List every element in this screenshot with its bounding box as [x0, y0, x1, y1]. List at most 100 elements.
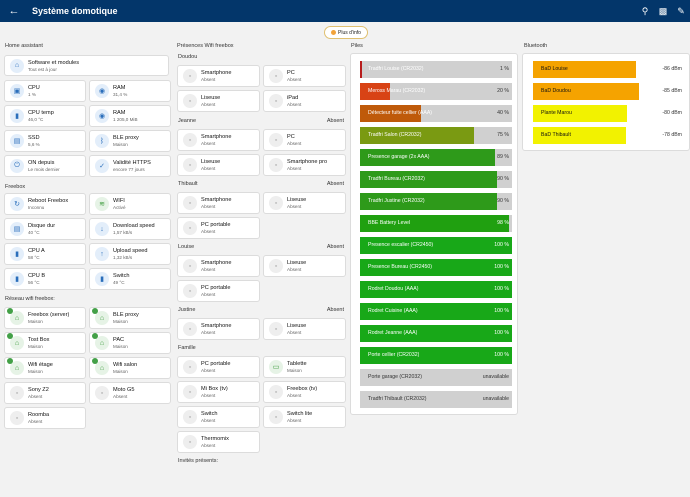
entity-tile[interactable]: ▫ Smartphone Absent	[177, 129, 260, 151]
entity-tile[interactable]: ▫ Smartphone Absent	[177, 318, 260, 340]
presence-group-title: Famille	[178, 345, 196, 351]
entity-tile[interactable]: ▫ iPad Absent	[263, 90, 346, 112]
entity-tile[interactable]: ▫ Switch lite Absent	[263, 406, 346, 428]
entity-tile[interactable]: ▤ Disque dur 40 °C	[4, 218, 86, 240]
thermometer-icon: ▮	[10, 109, 24, 123]
tile-state: 1 %	[28, 92, 36, 97]
entity-tile[interactable]: ▫ PC Absent	[263, 129, 346, 151]
battery-bar[interactable]: Presence escalier (CR2450) 100 %	[360, 237, 512, 254]
entity-tile[interactable]: ▫ Smartphone Absent	[177, 192, 260, 214]
entity-tile[interactable]: ↑ Upload speed 1,32 kB/s	[89, 243, 171, 265]
battery-bar[interactable]: Détecteur fuite cellier (AAA) 40 %	[360, 105, 512, 122]
entity-tile[interactable]: ▫ PC Absent	[263, 65, 346, 87]
entity-tile[interactable]: ▭ Tablette Maison	[263, 356, 346, 378]
entity-tile[interactable]: ◉ RAM 31,4 %	[89, 80, 171, 102]
battery-bar[interactable]: Presence Bureau (CR2450) 100 %	[360, 259, 512, 276]
tile-state: Absent	[201, 393, 216, 398]
entity-tile[interactable]: ▫ Roomba Absent	[4, 407, 86, 429]
bluetooth-signal-bar[interactable]: Plante Marou -80 dBm	[533, 105, 685, 122]
entity-tile[interactable]: ▫ Liseuse Absent	[177, 90, 260, 112]
bluetooth-signal-bar[interactable]: BaD Thibault -78 dBm	[533, 127, 685, 144]
tile-state: Absent	[201, 418, 216, 423]
back-arrow-icon[interactable]: ←	[8, 5, 20, 17]
entity-tile[interactable]: ⌂ Tost Box Maison	[4, 332, 86, 354]
entity-tile[interactable]: ▮ Switch 49 °C	[89, 268, 171, 290]
battery-bar[interactable]: Rodret Doudou (AAA) 100 %	[360, 281, 512, 298]
entity-tile[interactable]: ▫ Freebox (tv) Absent	[263, 381, 346, 403]
entity-tile[interactable]: ▫ Moto G5 Absent	[89, 382, 171, 404]
entity-tile[interactable]: ▮ CPU A 58 °C	[4, 243, 86, 265]
battery-bar[interactable]: Rodret Cuisine (AAA) 100 %	[360, 303, 512, 320]
entity-tile[interactable]: ▫ Liseuse Absent	[263, 318, 346, 340]
battery-name: Tradfri Louise (CR2032)	[368, 66, 424, 72]
more-info-button[interactable]: Plus d'info	[324, 26, 368, 39]
entity-tile[interactable]: ≋ WIFI Activé	[89, 193, 171, 215]
entity-tile[interactable]: ▫ Liseuse Absent	[263, 255, 346, 277]
edit-pencil-icon[interactable]: ✎	[677, 5, 685, 16]
battery-bar[interactable]: Tradfri Justine (CR2032) 90 %	[360, 193, 512, 210]
battery-bar[interactable]: Tradfri Salon (CR2032) 75 %	[360, 127, 512, 144]
battery-bar[interactable]: BBE Battery Level 98 %	[360, 215, 512, 232]
battery-bar[interactable]: Rodret Jeanne (AAA) 100 %	[360, 325, 512, 342]
entity-tile[interactable]: ▫ Mi Box (tv) Absent	[177, 381, 260, 403]
entity-tile[interactable]: ▫ Thermomix Absent	[177, 431, 260, 453]
entity-tile[interactable]: ⌂ Wifi étage Maison	[4, 357, 86, 379]
software-tile[interactable]: ⌂ Software et modules Tout est à jour	[4, 55, 169, 76]
tile-state: Maison	[28, 344, 43, 349]
entity-tile[interactable]: ▮ CPU B 56 °C	[4, 268, 86, 290]
entity-tile[interactable]: ⌂ Wifi salon Maison	[89, 357, 171, 379]
disk-icon: ▤	[10, 134, 24, 148]
battery-value: 75 %	[497, 132, 509, 138]
bluetooth-signal-bar[interactable]: BaD Doudou -85 dBm	[533, 83, 685, 100]
battery-bar[interactable]: Tradfri Thibault (CR2032) unavailable	[360, 391, 512, 408]
device-icon: ▫	[183, 196, 197, 210]
entity-tile[interactable]: ⏻ ON depuis Le mois dernier	[4, 155, 86, 177]
entity-tile[interactable]: ▫ PC portable Absent	[177, 280, 260, 302]
tile-state: Absent	[201, 267, 216, 272]
entity-tile[interactable]: ↻ Reboot Freebox Inconnu	[4, 193, 86, 215]
entity-tile[interactable]: ᛒ BLE proxy Maison	[89, 130, 171, 152]
entity-tile[interactable]: ▫ Smartphone Absent	[177, 65, 260, 87]
tile-name: PAC	[113, 337, 125, 343]
entity-tile[interactable]: ⌂ BLE proxy Maison	[89, 307, 171, 329]
battery-name: Presence escalier (CR2450)	[368, 242, 434, 248]
battery-bar[interactable]: Tradfri Bureau (CR2032) 90 %	[360, 171, 512, 188]
battery-value: 1 %	[500, 66, 509, 72]
entity-tile[interactable]: ▣ CPU 1 %	[4, 80, 86, 102]
assist-icon[interactable]: ▩	[658, 5, 668, 16]
entity-tile[interactable]: ✓ Validité HTTPS encore 77 jours	[89, 155, 171, 177]
tile-name: Liseuse	[201, 159, 221, 165]
entity-tile[interactable]: ↓ Download speed 1,57 kB/s	[89, 218, 171, 240]
bluetooth-signal-bar[interactable]: BaD Louise -86 dBm	[533, 61, 685, 78]
entity-tile[interactable]: ⌂ PAC Maison	[89, 332, 171, 354]
battery-bar[interactable]: Tradfri Louise (CR2032) 1 %	[360, 61, 512, 78]
guests-label: Invités présents:	[178, 458, 219, 464]
section-title-freebox: Freebox	[5, 184, 26, 190]
battery-bar[interactable]: Porte cellier (CR2032) 100 %	[360, 347, 512, 364]
entity-tile[interactable]: ▫ Switch Absent	[177, 406, 260, 428]
battery-name: Tradfri Bureau (CR2032)	[368, 176, 425, 182]
tile-name: Roomba	[28, 412, 50, 418]
entity-tile[interactable]: ▫ Sony Z2 Absent	[4, 382, 86, 404]
network-device-icon: ⌂	[92, 358, 109, 375]
battery-name: Presence Bureau (CR2450)	[368, 264, 433, 270]
entity-tile[interactable]: ▮ CPU temp 46,0 °C	[4, 105, 86, 127]
entity-tile[interactable]: ▫ PC portable Absent	[177, 356, 260, 378]
battery-bar[interactable]: Porte garage (CR2032) unavailable	[360, 369, 512, 386]
entity-tile[interactable]: ▫ Liseuse Absent	[263, 192, 346, 214]
entity-tile[interactable]: ▫ Smartphone pro Absent	[263, 154, 346, 176]
entity-tile[interactable]: ▫ PC portable Absent	[177, 217, 260, 239]
entity-tile[interactable]: ◉ RAM 1 205,0 MiB	[89, 105, 171, 127]
entity-tile[interactable]: ⌂ Freebox (server) Maison	[4, 307, 86, 329]
battery-value: 90 %	[497, 176, 509, 182]
entity-tile[interactable]: ▤ SSD 5,6 %	[4, 130, 86, 152]
battery-bar[interactable]: Meross Marau (CR2032) 20 %	[360, 83, 512, 100]
tile-name: Wifi salon	[113, 362, 138, 368]
battery-bar[interactable]: Presence garage (2x AAA) 89 %	[360, 149, 512, 166]
tile-state: 56 °C	[28, 280, 40, 285]
search-icon[interactable]: ⚲	[641, 5, 649, 16]
power-icon: ⏻	[10, 159, 24, 173]
battery-name: Rodret Doudou (AAA)	[368, 286, 419, 292]
entity-tile[interactable]: ▫ Liseuse Absent	[177, 154, 260, 176]
entity-tile[interactable]: ▫ Smartphone Absent	[177, 255, 260, 277]
